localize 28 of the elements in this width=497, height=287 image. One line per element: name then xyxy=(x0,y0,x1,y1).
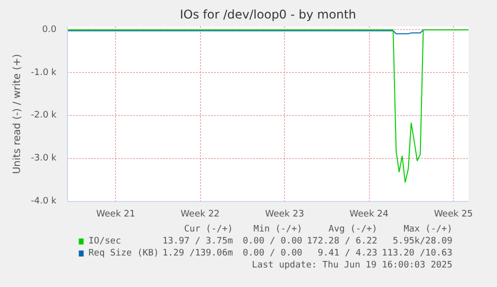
text: Avg (-/+) xyxy=(328,224,378,234)
y-tick-label: -4.0 k xyxy=(30,196,58,206)
text: Min (-/+) xyxy=(254,224,302,234)
text: Cur (-/+) xyxy=(184,224,233,234)
x-tick-label: Week 25 xyxy=(434,210,473,220)
text: 0.00 / 0.00 xyxy=(242,248,302,258)
x-tick-label: Week 24 xyxy=(350,210,389,220)
y-tick-label: -1.0 k xyxy=(30,68,58,78)
text: 1.29 /139.06m xyxy=(162,248,233,258)
y-axis-title: Units read (-) / write (+) xyxy=(12,54,23,174)
text: 13.97 / 3.75m xyxy=(162,236,233,246)
text: Max (-/+) xyxy=(404,224,452,234)
x-tick-label: Week 23 xyxy=(265,210,304,220)
text: 9.41 / 4.23 xyxy=(318,248,378,258)
text: 113.20 /10.63 xyxy=(382,248,452,258)
text: Last update: Thu Jun 19 16:00:03 2025 xyxy=(252,260,452,270)
legend-label: IO/sec xyxy=(88,236,121,246)
chart-title: IOs for /dev/loop0 - by month xyxy=(180,8,356,22)
y-tick-label: 0.0 xyxy=(42,24,57,35)
legend-label: Req Size (KB) xyxy=(88,248,159,258)
y-tick-label: -3.0 k xyxy=(30,154,58,164)
line-series xyxy=(68,29,468,183)
text: 0.00 / 0.00 xyxy=(242,236,302,246)
text: 172.28 / 6.22 xyxy=(306,236,378,246)
x-tick-label: Week 22 xyxy=(180,210,220,220)
text: 5.95k/28.09 xyxy=(392,236,452,246)
y-tick-label: -2.0 k xyxy=(30,110,58,121)
x-tick-label: Week 21 xyxy=(96,210,136,220)
